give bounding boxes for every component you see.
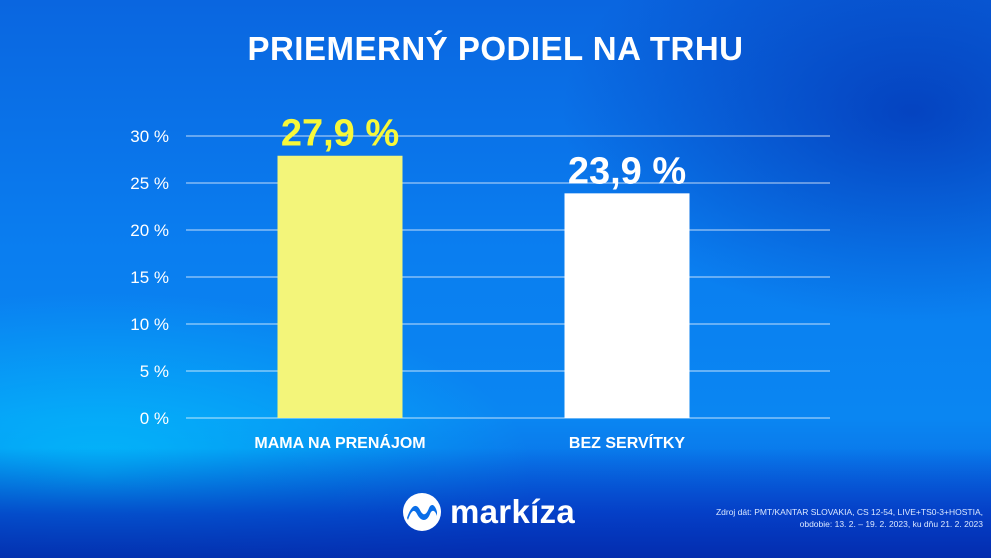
bar [277, 155, 403, 419]
bar [564, 193, 690, 418]
source-line-2: obdobie: 13. 2. – 19. 2. 2023, ku dňu 21… [799, 519, 983, 529]
source-note: Zdroj dát: PMT/KANTAR SLOVAKIA, CS 12-54… [683, 506, 983, 530]
markiza-wave-logo-icon [403, 493, 441, 531]
x-tick-label: MAMA NA PRENÁJOM [254, 433, 425, 452]
y-tick-label: 20 % [130, 221, 169, 240]
footer-band [0, 448, 991, 558]
source-line-1: Zdroj dát: PMT/KANTAR SLOVAKIA, CS 12-54… [715, 507, 983, 517]
data-label: 27,9 % [281, 113, 399, 155]
y-tick-label: 5 % [140, 362, 169, 381]
y-tick-label: 0 % [140, 409, 169, 428]
x-tick-label: BEZ SERVÍTKY [569, 433, 686, 452]
y-tick-label: 10 % [130, 315, 169, 334]
y-tick-label: 15 % [130, 268, 169, 287]
markiza-logo-text: markíza [450, 493, 576, 530]
y-tick-label: 30 % [130, 127, 169, 146]
y-tick-label: 25 % [130, 174, 169, 193]
data-label: 23,9 % [568, 150, 686, 192]
page-title: PRIEMERNÝ PODIEL NA TRHU [247, 30, 744, 67]
markiza-logo: markíza [402, 492, 575, 532]
